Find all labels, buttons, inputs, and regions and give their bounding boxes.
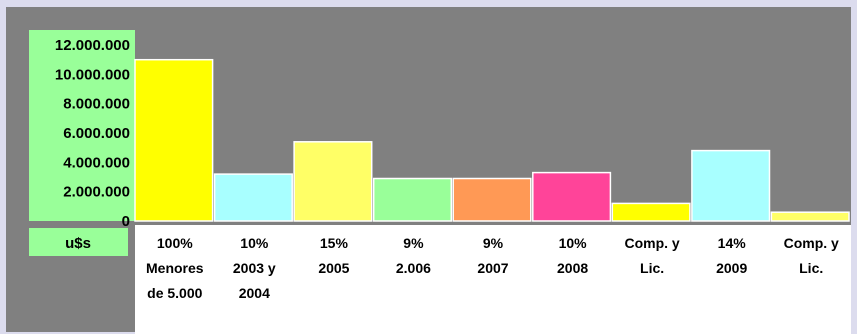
bar xyxy=(691,149,771,222)
category-label: 100% xyxy=(157,235,193,251)
category-label: 2003 y xyxy=(233,260,276,276)
category-label: 10% xyxy=(240,235,269,251)
bar xyxy=(452,177,532,222)
category-label: 2009 xyxy=(716,260,747,276)
bar xyxy=(372,177,453,222)
bar xyxy=(293,141,373,222)
category-label-panel xyxy=(135,225,851,334)
category-label: 2004 xyxy=(239,285,270,301)
y-tick-label: 2.000.000 xyxy=(63,184,130,201)
category-label: de 5.000 xyxy=(147,285,202,301)
category-label: 9% xyxy=(483,235,504,251)
bar xyxy=(770,211,850,222)
category-label: 2005 xyxy=(318,260,349,276)
category-label: 9% xyxy=(403,235,424,251)
category-label: 14% xyxy=(718,235,747,251)
category-label: Menores xyxy=(146,260,204,276)
category-label: 2.006 xyxy=(396,260,431,276)
category-label: 2007 xyxy=(477,260,508,276)
y-tick-label: 4.000.000 xyxy=(63,154,130,171)
y-tick-label: 12.000.000 xyxy=(55,37,130,54)
category-label: Comp. y xyxy=(624,235,679,251)
category-label: Comp. y xyxy=(784,235,839,251)
y-tick-label: 8.000.000 xyxy=(63,96,130,113)
category-label: 15% xyxy=(320,235,349,251)
category-label: Lic. xyxy=(640,260,664,276)
unit-label-panel xyxy=(29,228,128,256)
category-label: 10% xyxy=(559,235,588,251)
y-unit-label: u$s xyxy=(65,235,91,252)
category-label: 2008 xyxy=(557,260,588,276)
y-tick-label: 10.000.000 xyxy=(55,66,130,83)
y-tick-label: 0 xyxy=(122,213,130,230)
y-tick-label: 6.000.000 xyxy=(63,125,130,142)
y-axis-panel xyxy=(29,30,135,221)
bar xyxy=(134,58,214,222)
bar xyxy=(213,173,293,222)
category-label: Lic. xyxy=(799,260,823,276)
bar xyxy=(611,202,691,222)
bar xyxy=(532,171,612,222)
